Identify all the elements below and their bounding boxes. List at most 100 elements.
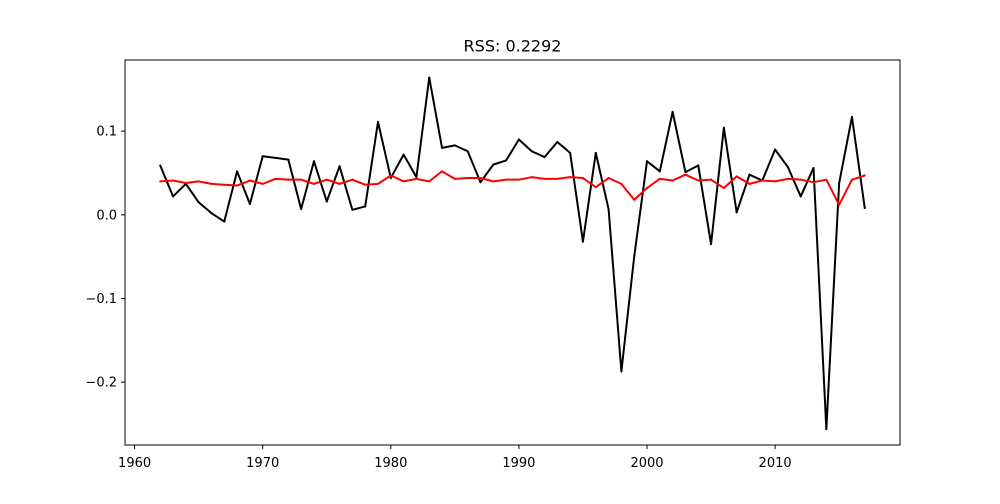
series-1-point <box>556 141 559 144</box>
series-1-point <box>697 164 700 167</box>
series-1-point <box>466 150 469 153</box>
series-1-point <box>646 160 648 163</box>
series-1-point <box>517 138 520 141</box>
series-2-point <box>633 198 636 201</box>
series-2-point <box>684 173 687 176</box>
series-1-point <box>671 110 674 113</box>
series-2-point <box>658 177 661 180</box>
series-1-point <box>441 146 444 149</box>
series-1-point <box>197 201 200 204</box>
series-2-point <box>428 180 431 183</box>
series-2-point <box>312 182 315 185</box>
series-2-point <box>325 178 328 181</box>
series-1-point <box>402 153 405 156</box>
series-2-point <box>517 178 520 181</box>
y-tick-label: −0.1 <box>85 292 117 307</box>
series-1-point <box>248 202 251 205</box>
series-2-point <box>722 187 725 190</box>
x-tick-label: 1980 <box>374 456 407 471</box>
series-2-point <box>530 176 533 179</box>
series-1-point <box>620 370 623 373</box>
series-2-point <box>172 179 175 182</box>
series-2-point <box>492 180 495 183</box>
series-2-point <box>377 182 379 185</box>
series-2-point <box>825 178 828 181</box>
series-2-point <box>735 175 738 178</box>
series-2-point <box>236 184 239 187</box>
series-2-point <box>799 178 802 181</box>
series-1-point <box>607 207 610 210</box>
plot-frame <box>124 59 901 446</box>
series-2-point <box>159 180 162 183</box>
series-1-point <box>300 207 303 210</box>
series-1-point <box>774 148 777 151</box>
series-2-point <box>556 177 559 180</box>
series-1-line <box>159 76 866 431</box>
series-1-point <box>543 156 546 159</box>
series-1-point <box>838 182 841 185</box>
series-2-point <box>812 181 815 184</box>
series-1-point <box>453 144 456 147</box>
y-tick-label: 0.0 <box>96 208 117 223</box>
series-2-point <box>850 178 853 181</box>
series-1-point <box>748 173 751 176</box>
x-tick-label: 1990 <box>502 456 535 471</box>
series-1-point <box>581 240 584 243</box>
series-2-point <box>184 182 187 185</box>
series-1-point <box>530 150 533 153</box>
series-2-line <box>160 170 866 206</box>
y-tick-label: 0.1 <box>96 125 117 140</box>
series-1-point <box>505 159 508 162</box>
series-1-point <box>287 158 290 161</box>
series-2-point <box>607 177 610 180</box>
series-2-point <box>697 179 700 182</box>
series-1-point <box>261 155 264 158</box>
series-1-point <box>210 212 213 215</box>
series-1-point <box>594 151 597 154</box>
series-2-point <box>197 180 200 183</box>
series-2-point <box>710 178 713 181</box>
x-tick-label: 1970 <box>246 456 279 471</box>
series-2-point <box>364 183 367 186</box>
series-2-point <box>774 180 777 183</box>
series-2-point <box>248 179 251 182</box>
series-1-point <box>274 156 277 159</box>
series-2-point <box>479 177 482 180</box>
series-2-point <box>748 182 751 185</box>
series-1-point <box>351 208 354 211</box>
series-2-point <box>287 178 290 181</box>
series-1-point <box>710 243 713 246</box>
series-1-point <box>799 195 802 198</box>
series-1-point <box>735 211 738 214</box>
series-2-point <box>620 182 623 185</box>
series-2-point <box>505 178 508 181</box>
series-1-point <box>312 160 315 163</box>
series-2-point <box>441 170 444 173</box>
series-1-point <box>863 207 866 210</box>
x-tick-label: 2010 <box>759 456 792 471</box>
series-2-point <box>389 174 392 177</box>
series-1-point <box>633 255 636 258</box>
series-2-point <box>415 177 418 180</box>
axes-ticks: 1960 1970 1980 1990 2000 2010 0.1 0.0 −0.1 −0.2 <box>85 125 791 471</box>
series-2-point <box>671 179 674 182</box>
series-2-point <box>261 182 264 185</box>
series-2-point <box>543 177 546 180</box>
series-1-point <box>389 177 392 180</box>
series-2-point <box>594 186 597 189</box>
series-2-point <box>761 179 764 182</box>
series-2-point <box>863 174 866 177</box>
series-1-point <box>325 200 328 203</box>
series-1-point <box>684 171 687 174</box>
series-1-point <box>415 176 418 179</box>
y-tick-label: −0.2 <box>85 376 117 391</box>
series-1-point <box>377 120 379 123</box>
series-2-point <box>569 176 572 179</box>
series-1-point <box>569 151 572 154</box>
x-tick-label: 1960 <box>118 456 151 471</box>
series-2-point <box>274 177 277 180</box>
series-2-point <box>466 177 469 180</box>
series-1-point <box>722 126 725 129</box>
